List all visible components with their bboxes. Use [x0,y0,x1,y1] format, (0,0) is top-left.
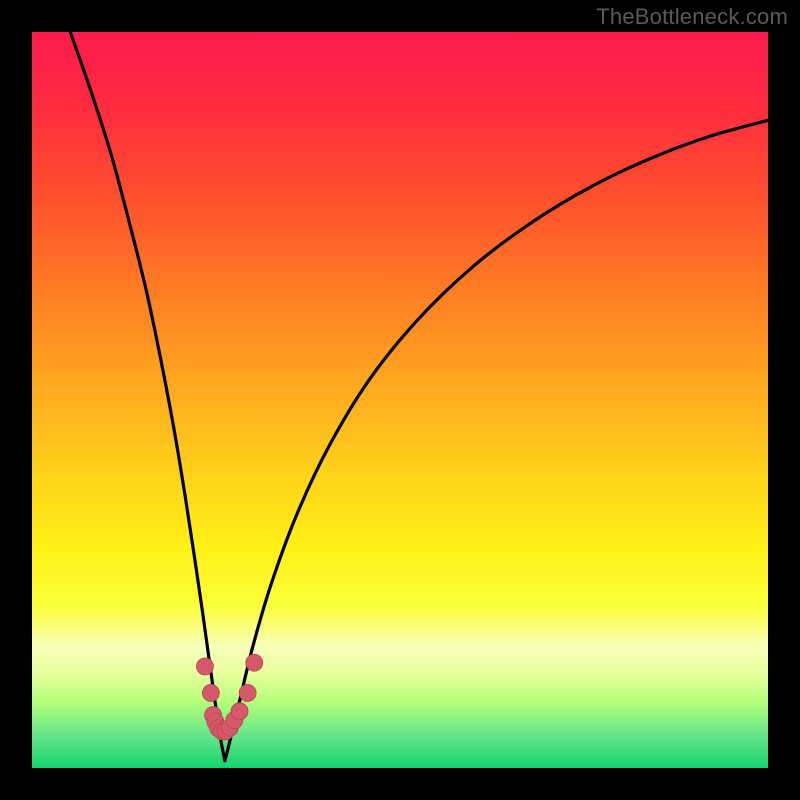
data-marker [246,654,263,671]
data-marker [202,684,219,701]
curve-left [70,32,225,761]
data-marker [196,658,213,675]
watermark-text: TheBottleneck.com [596,4,788,30]
curve-layer [32,32,768,768]
marker-cluster [196,654,262,739]
curve-right [225,120,768,760]
plot-area [32,32,768,768]
chart-container: TheBottleneck.com [0,0,800,800]
data-marker [231,703,248,720]
data-marker [239,684,256,701]
